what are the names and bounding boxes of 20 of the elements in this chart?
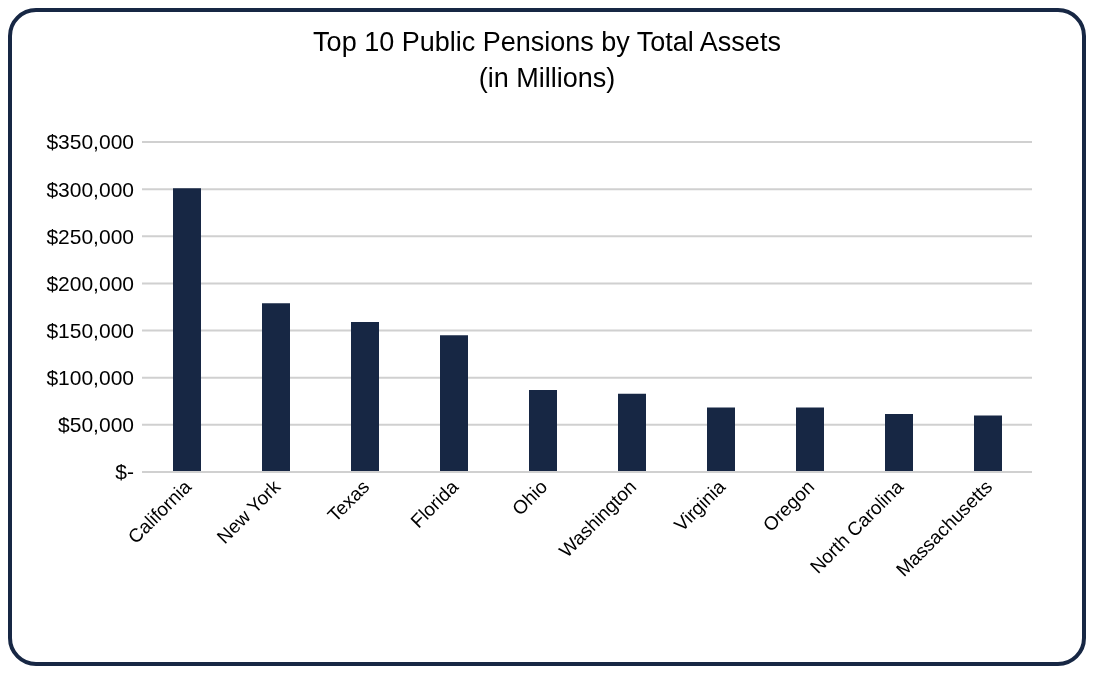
chart-title: Top 10 Public Pensions by Total Assets (in Millions) bbox=[312, 26, 782, 95]
y-tick-label: $350,000 bbox=[46, 130, 134, 154]
y-tick-label: $150,000 bbox=[46, 319, 134, 343]
y-tick-label: $200,000 bbox=[46, 271, 134, 295]
bar bbox=[173, 188, 201, 472]
bar bbox=[440, 335, 468, 472]
y-tick-label: $300,000 bbox=[46, 177, 134, 201]
bar bbox=[707, 407, 735, 472]
y-tick-label: $50,000 bbox=[58, 413, 134, 437]
bar bbox=[262, 303, 290, 472]
bar bbox=[618, 393, 646, 472]
y-tick-label: $250,000 bbox=[46, 224, 134, 248]
y-tick-label: $100,000 bbox=[46, 366, 134, 390]
bar bbox=[885, 414, 913, 472]
bar bbox=[974, 415, 1002, 472]
bar bbox=[796, 407, 824, 472]
y-tick-label: $- bbox=[115, 460, 134, 484]
x-tick-label: Ohio bbox=[508, 475, 552, 520]
bar bbox=[529, 389, 557, 472]
bar bbox=[351, 322, 379, 472]
